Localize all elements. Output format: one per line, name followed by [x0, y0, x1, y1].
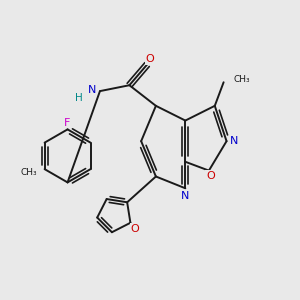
Text: O: O	[130, 224, 139, 234]
Text: H: H	[74, 94, 82, 103]
Text: N: N	[230, 136, 238, 146]
Text: N: N	[88, 85, 96, 94]
Text: CH₃: CH₃	[234, 75, 250, 84]
Text: CH₃: CH₃	[21, 168, 37, 177]
Text: O: O	[206, 171, 215, 181]
Text: O: O	[146, 54, 154, 64]
Text: F: F	[64, 118, 71, 128]
Text: N: N	[181, 190, 189, 201]
